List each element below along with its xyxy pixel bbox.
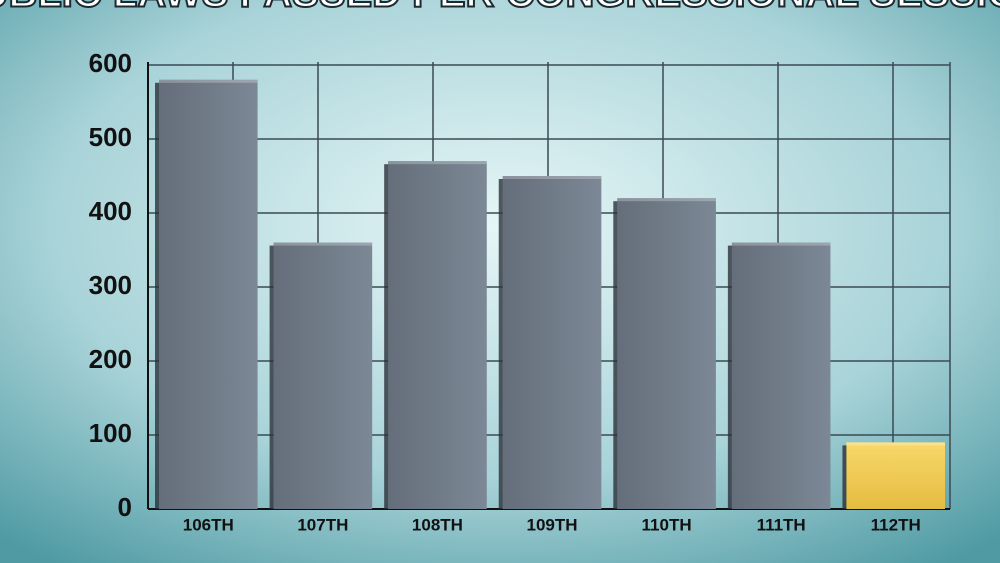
bar-side <box>727 245 734 509</box>
x-tick-label: 108TH <box>412 515 463 534</box>
y-tick-label: 500 <box>89 122 132 152</box>
y-tick-label: 200 <box>89 344 132 374</box>
bar-shade <box>731 242 831 509</box>
x-tick-label: 109TH <box>526 515 577 534</box>
bar-top <box>502 176 602 179</box>
bar-top <box>731 242 831 246</box>
bar-shade <box>159 79 258 510</box>
bar-top <box>846 442 945 446</box>
bar-top <box>273 242 373 246</box>
bar-shade <box>617 198 716 509</box>
y-tick-label: 0 <box>118 492 132 522</box>
bar-top <box>617 198 716 202</box>
bar-side <box>498 179 505 509</box>
x-tick-label: 112TH <box>871 515 921 534</box>
y-tick-label: 400 <box>89 196 132 226</box>
y-tick-label: 100 <box>89 418 132 448</box>
bar-shade <box>388 161 487 509</box>
y-tick-label: 600 <box>89 48 132 78</box>
bar-shade <box>502 176 602 509</box>
x-tick-label: 111TH <box>757 515 806 534</box>
bar-side <box>155 82 162 510</box>
bar-shade <box>273 242 373 509</box>
bar-side <box>613 201 620 509</box>
bar-side <box>842 445 849 509</box>
x-tick-label: 106TH <box>183 515 234 534</box>
x-tick-label: 107TH <box>297 515 348 534</box>
bar-side <box>384 164 391 509</box>
x-tick-label: 110TH <box>642 515 692 534</box>
bar-top <box>388 161 487 165</box>
bar-side <box>269 245 276 509</box>
bar-top <box>159 79 258 83</box>
chart-title: PUBLIC LAWS PASSED PER CONGRESSIONAL SES… <box>0 0 1000 16</box>
bar-shade <box>846 442 945 509</box>
y-tick-label: 300 <box>89 270 132 300</box>
